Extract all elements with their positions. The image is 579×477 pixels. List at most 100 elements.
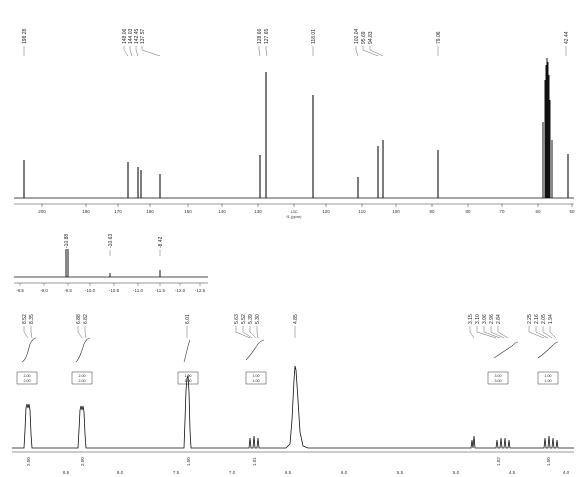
f19-tick-label: -9.0	[40, 288, 48, 293]
h1-integration-boxes: 2.00 2.00 2.00 2.00 1.00 1.00 1.00 1.00 …	[16, 371, 559, 385]
h1-tick-label: 6.5	[285, 470, 292, 475]
c13-peak-label: 137.57	[140, 28, 146, 44]
h1-integral-value: 2.00	[80, 457, 85, 466]
c13-peak-label: 127.65	[264, 28, 270, 44]
c13-tick-label: 140	[218, 209, 226, 214]
h1-integration-box-label: 3.00	[495, 379, 502, 383]
h1-tick-label: 5.0	[453, 470, 460, 475]
h1-integration-box-label: 2.00	[79, 379, 86, 383]
c13-tick-labels: 200 190 170 160 150 140 130 120 110 100 …	[38, 209, 575, 214]
c13-tick-label: 170	[114, 209, 122, 214]
c13-peaks	[23, 72, 569, 198]
h1-peak-label: 5.52	[241, 314, 247, 324]
h1-peak-label: 8.52	[22, 314, 28, 324]
h1-integration-box	[16, 371, 38, 385]
f19-tick-label: -12.0	[175, 288, 186, 293]
h1-peak-label: 3.15	[468, 314, 474, 324]
h1-integration-box	[487, 371, 509, 385]
h1-spectrum: 8.52 8.35 6.88 6.82 6.01 5.63 5.52 5.39 …	[12, 314, 574, 475]
h1-peak-label: 6.88	[76, 314, 82, 324]
f19-tick-label: -10.0	[85, 288, 96, 293]
h1-tick-label: 8.5	[63, 470, 70, 475]
h1-peak-label: 2.16	[534, 314, 540, 324]
c13-peak-label: 42.44	[564, 31, 570, 44]
h1-integration-box-label: 1.00	[253, 374, 260, 378]
c13-tick-label: 200	[38, 209, 46, 214]
c13-tick-label: 190	[82, 209, 90, 214]
h1-integral-values: 2.00 2.00 1.00 1.01 1.02 1.00	[26, 457, 551, 466]
h1-tick-label: 5.5	[397, 470, 404, 475]
h1-integration-box-label: 3.00	[495, 374, 502, 378]
c13-peak-label: 102.04	[354, 28, 360, 44]
c13-peak-label: 118.01	[311, 29, 317, 44]
h1-tick-label: 4.5	[509, 470, 516, 475]
c13-tick-label: 60	[535, 209, 541, 214]
h1-tick-label: 7.5	[173, 470, 180, 475]
c13-tick-label: 120	[322, 209, 330, 214]
f19-peak-labels: -10.88 -10.63 -8.42	[64, 234, 164, 248]
h1-integration-box-label: 2.00	[24, 379, 31, 383]
h1-integral-value: 1.01	[252, 457, 257, 466]
h1-integration-box-label: 2.00	[79, 374, 86, 378]
h1-peak-label: 2.84	[496, 314, 502, 324]
h1-peak-label: 5.63	[234, 314, 240, 324]
c13-ticks	[41, 204, 573, 207]
h1-tick-label: 4.0	[563, 470, 570, 475]
c13-axis-label: f1 (ppm)	[287, 214, 303, 219]
c13-tick-label: 90	[429, 209, 435, 214]
c13-tick-label: 70	[499, 209, 505, 214]
c13-peak-label: 95.69	[361, 31, 367, 44]
h1-tick-labels: 8.5 8.0 7.5 7.0 6.5 6.0 5.5 5.0 4.5 4.0	[63, 470, 570, 475]
h1-tick-label: 7.0	[229, 470, 236, 475]
c13-tick-label: 80	[465, 209, 471, 214]
c13-peak-label: 94.83	[368, 31, 374, 44]
h1-integral-value: 1.00	[186, 457, 191, 466]
h1-integration-box	[245, 371, 267, 385]
c13-tick-label: 130	[254, 209, 262, 214]
f19-tick-label: -8.5	[16, 288, 24, 293]
f19-peak-label: -8.42	[158, 236, 164, 248]
h1-integration-box-label: 2.00	[24, 374, 31, 378]
h1-integration-box-label: 1.00	[253, 379, 260, 383]
h1-integration-box-label: 1.00	[545, 379, 552, 383]
h1-tick-label: 8.0	[117, 470, 124, 475]
h1-spectrum-trace	[12, 365, 574, 449]
f19-tick-label: -10.5	[109, 288, 120, 293]
f19-inset-spectrum: -10.88 -10.63 -8.42 -8.5 -9.0 -9.5 -10.0	[14, 234, 208, 293]
f19-tick-label: -11.0	[133, 288, 143, 293]
h1-integral-curves	[21, 337, 559, 363]
h1-peak-label: 6.01	[185, 314, 191, 324]
c13-peak-label: 128.66	[257, 28, 263, 44]
c13-solvent-multiplet	[542, 58, 553, 198]
h1-peak-labels: 8.52 8.35 6.88 6.82 6.01 5.63 5.52 5.39 …	[22, 314, 554, 324]
h1-peak-label: 2.96	[489, 314, 495, 324]
c13-peak-label: 148.06	[122, 28, 128, 44]
h1-peak-label: 3.06	[482, 314, 488, 324]
h1-peak-label: 5.39	[248, 314, 254, 324]
f19-tick-label: -9.5	[64, 288, 72, 293]
h1-peak-label: 1.94	[548, 314, 554, 324]
h1-integral-value: 1.00	[546, 457, 551, 466]
c13-tick-label: 100	[392, 209, 400, 214]
c13-tick-label: 110	[358, 209, 366, 214]
f19-tick-label: -11.5	[155, 288, 165, 293]
h1-integration-box	[537, 371, 559, 385]
f19-tick-labels: -8.5 -9.0 -9.5 -10.0 -10.5 -11.0 -11.5 -…	[16, 288, 206, 293]
c13-tick-label: 150	[184, 209, 192, 214]
h1-peak-label: 8.35	[29, 314, 35, 324]
f19-connector-lines	[65, 250, 161, 256]
c13-spectrum: 198.28 148.06 144.03 142.45 137.57 128.6…	[14, 28, 575, 219]
c13-peak-label: 79.06	[436, 31, 442, 44]
h1-integration-box-label: 1.00	[545, 374, 552, 378]
c13-axis-label-top: 13C	[290, 209, 297, 214]
h1-integral-value: 2.00	[26, 457, 31, 466]
f19-peaks	[65, 249, 161, 277]
f19-peak-label: -10.63	[108, 234, 114, 248]
c13-peak-label: 144.03	[128, 28, 134, 44]
h1-connector-lines	[23, 326, 557, 339]
h1-peak-label: 4.85	[293, 314, 299, 324]
h1-peak-label: 6.82	[83, 314, 89, 324]
f19-tick-label: -12.5	[195, 288, 206, 293]
c13-tick-label: 50	[569, 209, 575, 214]
